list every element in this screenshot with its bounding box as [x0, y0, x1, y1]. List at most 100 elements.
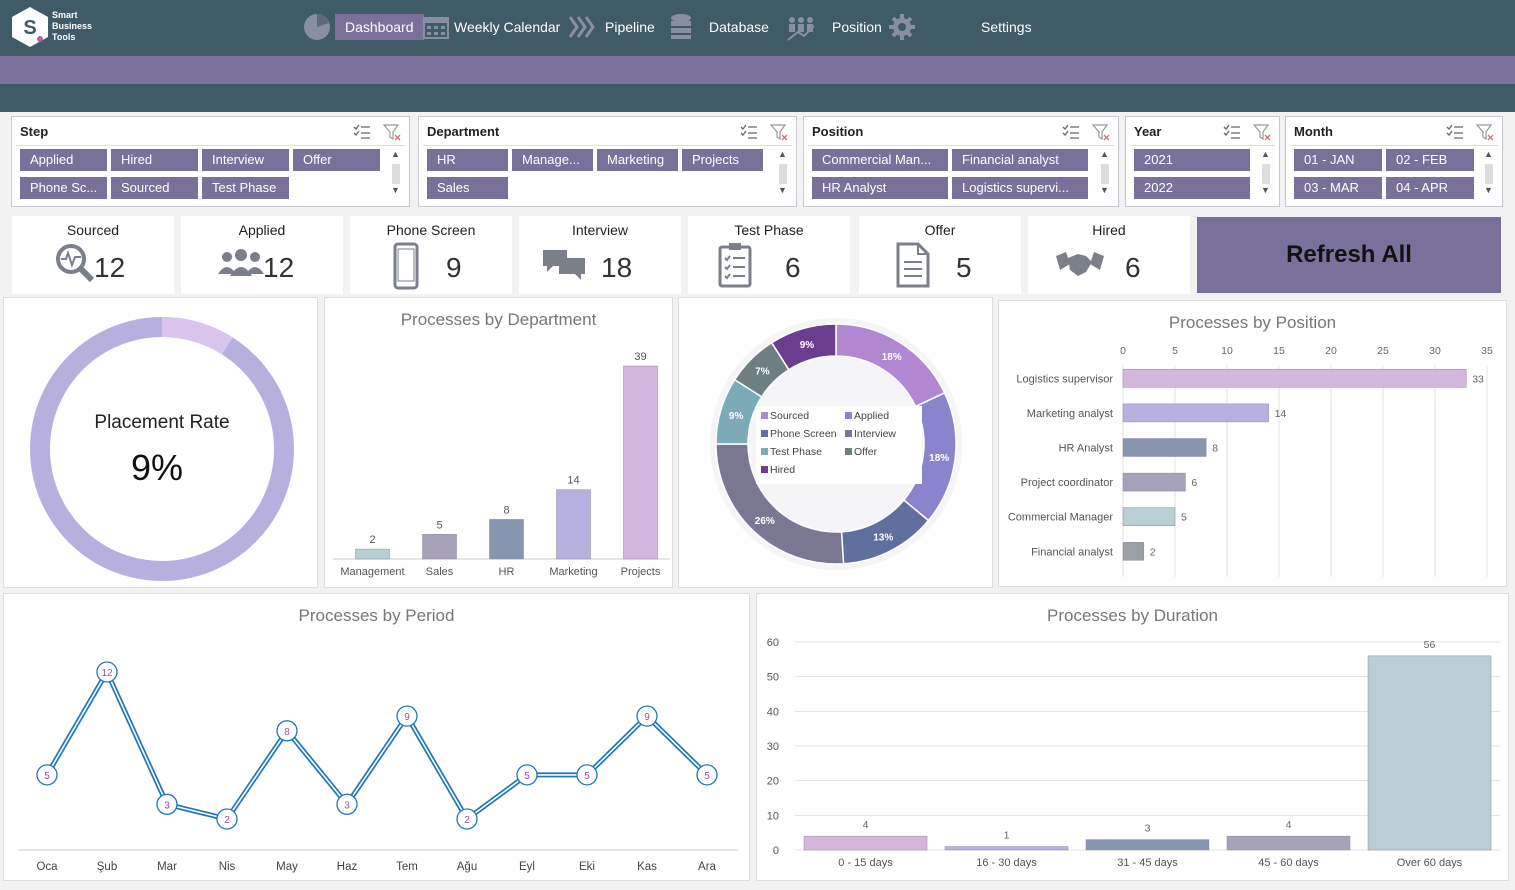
- slicer-item[interactable]: Test Phase: [202, 177, 289, 199]
- kpi-value: 12: [94, 252, 126, 283]
- slicer-item[interactable]: Sourced: [111, 177, 198, 199]
- chart-processes-by-period: Processes by Period 5 Oca 12 Şub 3 Mar 2 Nis 8 Ma…: [3, 593, 750, 881]
- clear-filter-icon[interactable]: [1476, 123, 1494, 141]
- slicer-item[interactable]: 01 - JAN: [1294, 149, 1382, 171]
- tick-label: 30: [1429, 345, 1441, 357]
- multi-select-icon[interactable]: [1446, 123, 1464, 141]
- tick-label: 50: [767, 672, 779, 684]
- slicer-item[interactable]: Marketing: [597, 149, 678, 171]
- nav-position[interactable]: Position: [786, 12, 917, 42]
- slicer-item[interactable]: HR: [427, 149, 508, 171]
- tick-label: 0: [773, 845, 779, 857]
- nav-pipeline[interactable]: Pipeline: [568, 12, 655, 42]
- legend-label: Test Phase: [770, 446, 822, 458]
- kpi-hired: Hired 6: [1028, 216, 1190, 294]
- search-pulse-icon: [56, 244, 95, 283]
- refresh-all-button[interactable]: Refresh All: [1197, 217, 1501, 293]
- kpi-value: 18: [601, 252, 633, 283]
- bar: [556, 489, 591, 560]
- slicer-item[interactable]: 03 - MAR: [1294, 177, 1382, 199]
- category-label: Marketing: [549, 566, 597, 578]
- kpi-sourced: Sourced 12: [12, 216, 174, 294]
- multi-select-icon[interactable]: [740, 123, 758, 141]
- multi-select-icon[interactable]: [353, 123, 371, 141]
- bar: [1226, 835, 1351, 851]
- clear-filter-icon[interactable]: [1253, 123, 1271, 141]
- clear-filter-icon[interactable]: [770, 123, 788, 141]
- slicer-item[interactable]: Manage...: [512, 149, 593, 171]
- slicer-item[interactable]: 2021: [1134, 149, 1250, 171]
- slicer-item[interactable]: Commercial Man...: [812, 149, 948, 171]
- multi-select-icon[interactable]: [1223, 123, 1241, 141]
- tick-label: 20: [1325, 345, 1337, 357]
- slicer-item[interactable]: 2022: [1134, 177, 1250, 199]
- brand-name: Smart Business Tools: [52, 10, 112, 43]
- nav-label-database: Database: [709, 19, 769, 35]
- nav-dashboard[interactable]: Dashboard: [302, 12, 424, 42]
- kpi-label: Applied: [238, 222, 286, 238]
- slicer-month: Month 01 - JAN 02 - FEB 03 - MAR 04 - AP…: [1285, 116, 1503, 207]
- slicer-item[interactable]: Projects: [682, 149, 763, 171]
- slice-label: 26%: [755, 516, 775, 527]
- tick-label: 30: [767, 741, 779, 753]
- slicer-item[interactable]: HR Analyst: [812, 177, 948, 199]
- kpi-label: Hired: [1092, 222, 1126, 238]
- nav-database[interactable]: Database: [668, 12, 769, 42]
- data-point: [696, 764, 718, 786]
- legend-swatch: [845, 448, 852, 455]
- slicer-item[interactable]: Offer: [293, 149, 380, 171]
- placement-rate-label: Placement Rate: [94, 412, 229, 433]
- slicer-scrollbar[interactable]: ▲ ▼: [1100, 149, 1109, 195]
- data-label: 3: [344, 800, 350, 811]
- bar: [1122, 507, 1176, 526]
- data-label: 14: [567, 475, 579, 487]
- category-label: Projects: [621, 566, 661, 578]
- top-header: S Smart Business Tools Dashboard Weekly …: [0, 0, 1515, 112]
- slicer-item[interactable]: Financial analyst: [952, 149, 1088, 171]
- slicer-item[interactable]: 04 - APR: [1386, 177, 1474, 199]
- tick-label: 40: [767, 706, 779, 718]
- category-label: 16 - 30 days: [976, 857, 1037, 869]
- tick-label: 25: [1377, 345, 1389, 357]
- slice-label: 7%: [755, 366, 770, 377]
- kpi-label: Phone Screen: [386, 222, 476, 238]
- data-point: [336, 793, 358, 815]
- nav-label-weekly-calendar: Weekly Calendar: [454, 19, 561, 35]
- slicer-scrollbar[interactable]: ▲ ▼: [1261, 149, 1270, 195]
- nav-settings[interactable]: Settings: [981, 12, 1032, 42]
- slicer-scrollbar[interactable]: ▲ ▼: [391, 149, 400, 195]
- data-label: 14: [1275, 408, 1287, 420]
- slicer-step: Step Applied Hired Interview Offer Phone…: [11, 116, 410, 207]
- category-label: Sales: [426, 566, 454, 578]
- data-label: 39: [634, 351, 646, 363]
- slicer-item[interactable]: Sales: [427, 177, 508, 199]
- clear-filter-icon[interactable]: [383, 123, 401, 141]
- slicer-item[interactable]: Logistics supervi...: [952, 177, 1088, 199]
- chart-processes-by-position: Processes by Position 0 5 10 15 20 25 30 35 33 Lo…: [998, 300, 1507, 587]
- slicer-item[interactable]: Applied: [20, 149, 107, 171]
- legend-label: Applied: [854, 410, 889, 422]
- nav-weekly-calendar[interactable]: Weekly Calendar: [421, 12, 560, 42]
- duration-bar-chart: 0 10 20 30 40 50 60 4 0 - 15 days 1 16 - 30 days 3 3…: [767, 637, 1500, 869]
- slicer-scrollbar[interactable]: ▲ ▼: [778, 149, 787, 195]
- legend-box: [756, 406, 922, 484]
- slicer-item[interactable]: Interview: [202, 149, 289, 171]
- category-label: Tem: [396, 861, 418, 873]
- clear-filter-icon[interactable]: [1092, 123, 1110, 141]
- data-label: 56: [1424, 639, 1436, 651]
- slicer-item[interactable]: 02 - FEB: [1386, 149, 1474, 171]
- slicer-item[interactable]: Hired: [111, 149, 198, 171]
- multi-select-icon[interactable]: [1062, 123, 1080, 141]
- slicer-scrollbar[interactable]: ▲ ▼: [1484, 149, 1493, 195]
- data-label: 5: [524, 771, 530, 782]
- bar: [355, 548, 390, 560]
- data-label: 12: [101, 668, 113, 679]
- department-bar-chart: 2 Management 5 Sales 8 HR 14 Marketing 39 Project…: [333, 351, 670, 578]
- data-label: 8: [284, 727, 290, 738]
- slice-label: 9%: [800, 340, 815, 351]
- category-label: Marketing analyst: [1027, 408, 1113, 420]
- brand-logo[interactable]: S: [10, 5, 50, 49]
- slicer-item[interactable]: Phone Sc...: [20, 177, 107, 199]
